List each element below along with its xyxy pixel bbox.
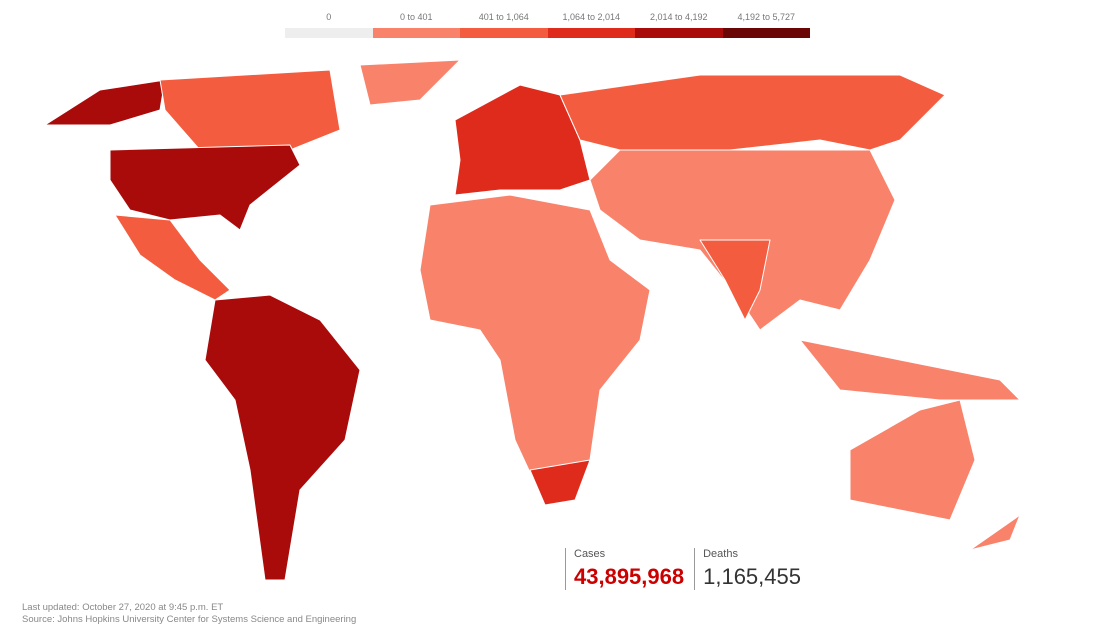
world-map: [44, 59, 1021, 581]
south-africa: [529, 459, 591, 506]
legend-label: 2,014 to 4,192: [649, 12, 708, 22]
legend-label: 0: [326, 12, 332, 22]
legend-item: 0: [285, 10, 373, 38]
russia: [559, 74, 946, 151]
canada: [159, 69, 341, 151]
legend-item: 4,192 to 5,727: [722, 10, 810, 38]
legend-item: 401 to 1,064: [460, 10, 548, 38]
india: [699, 239, 771, 321]
legend-swatch: [635, 28, 723, 38]
source-note: Source: Johns Hopkins University Center …: [22, 614, 357, 625]
australia: [849, 399, 976, 521]
legend-label: 4,192 to 5,727: [737, 12, 796, 22]
stats: Cases 43,895,968 Deaths 1,165,455: [565, 548, 811, 590]
legend-label: 401 to 1,064: [478, 12, 529, 22]
legend-swatch: [547, 28, 635, 38]
stat-label: Deaths: [703, 548, 738, 560]
south-america: [204, 294, 361, 581]
alaska: [44, 79, 166, 126]
se-asia-islands: [799, 339, 1021, 401]
legend-item: 0 to 401: [372, 10, 460, 38]
central-america: [114, 214, 231, 301]
stat-value: 1,165,455: [703, 564, 801, 589]
greenland: [359, 59, 461, 106]
usa: [109, 144, 301, 231]
legend-swatch: [460, 28, 548, 38]
legend-item: 1,064 to 2,014: [547, 10, 635, 38]
cases-stat: Cases 43,895,968: [565, 548, 694, 590]
legend-swatch: [372, 28, 460, 38]
new-zealand: [969, 514, 1021, 551]
updated-note: Last updated: October 27, 2020 at 9:45 p…: [22, 602, 224, 613]
legend-label: 0 to 401: [399, 12, 433, 22]
stat-value: 43,895,968: [574, 564, 685, 589]
footer: Last updated: October 27, 2020 at 9:45 p…: [22, 602, 356, 626]
europe: [454, 84, 591, 196]
legend-item: 2,014 to 4,192: [635, 10, 723, 38]
legend-swatch: [285, 28, 373, 38]
africa: [419, 194, 651, 506]
deaths-stat: Deaths 1,165,455: [694, 548, 811, 590]
legend-swatch: [722, 28, 810, 38]
stat-label: Cases: [574, 548, 606, 560]
legend: 0 0 to 401 401 to 1,064 1,064 to 2,014 2,014…: [285, 10, 810, 38]
legend-label: 1,064 to 2,014: [562, 12, 621, 22]
